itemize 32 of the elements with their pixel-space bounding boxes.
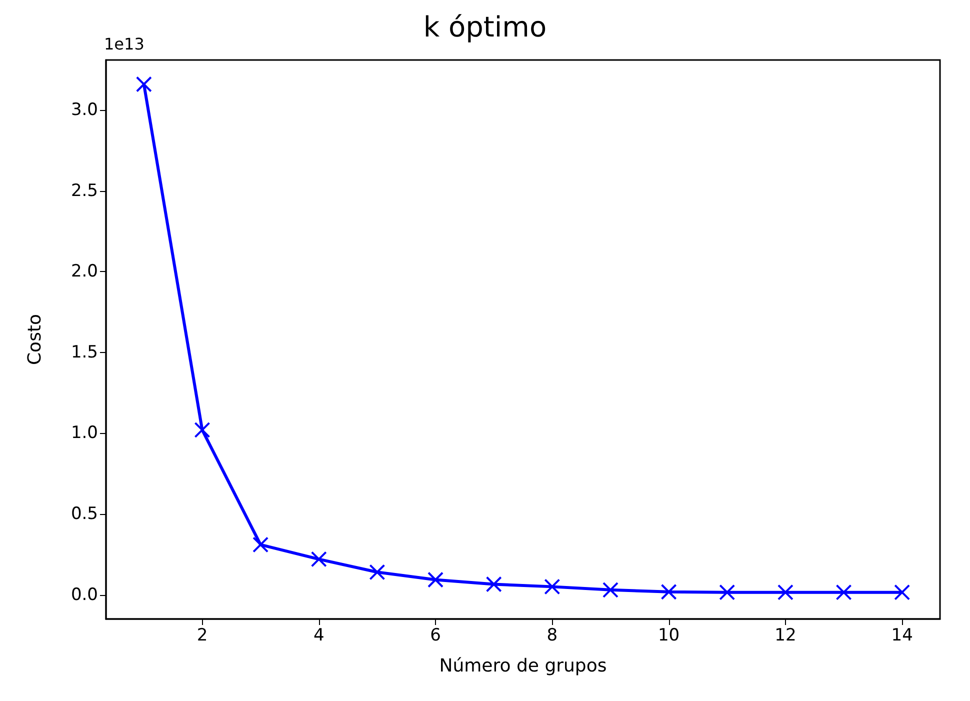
x-tick-label: 6 — [430, 626, 441, 646]
y-tick-label: 1.0 — [70, 423, 98, 444]
text: 1e13 — [104, 34, 144, 54]
y-tick-label: 3.0 — [70, 100, 98, 120]
y-tick-label: 2.0 — [70, 262, 98, 282]
x-tick-label: 10 — [658, 626, 680, 646]
y-tick-label: 2.5 — [70, 180, 98, 201]
x-tick-label: 4 — [313, 626, 324, 646]
point — [836, 584, 852, 600]
point — [602, 582, 618, 598]
point — [486, 576, 502, 592]
y-tick-label: 0.0 — [70, 584, 98, 605]
x-axis-title: Número de grupos — [439, 656, 607, 676]
x-tick-label: 12 — [774, 626, 796, 646]
point — [544, 578, 560, 595]
point — [194, 422, 210, 438]
chart-title: k óptimo — [423, 10, 547, 44]
y-tick-label: 1.5 — [70, 342, 98, 362]
point — [428, 572, 444, 588]
point — [310, 551, 327, 568]
point — [719, 584, 736, 600]
point — [136, 76, 152, 92]
point — [369, 564, 386, 580]
x-tick-label: 8 — [546, 626, 558, 646]
x-tick-label: 14 — [891, 626, 913, 646]
point — [660, 584, 677, 600]
point — [894, 584, 910, 600]
y-tick-label: 0.5 — [70, 504, 98, 524]
x-tick-label: 2 — [196, 626, 208, 646]
point — [777, 584, 794, 600]
point — [252, 536, 269, 553]
y-axis-title: Costo — [24, 314, 46, 366]
